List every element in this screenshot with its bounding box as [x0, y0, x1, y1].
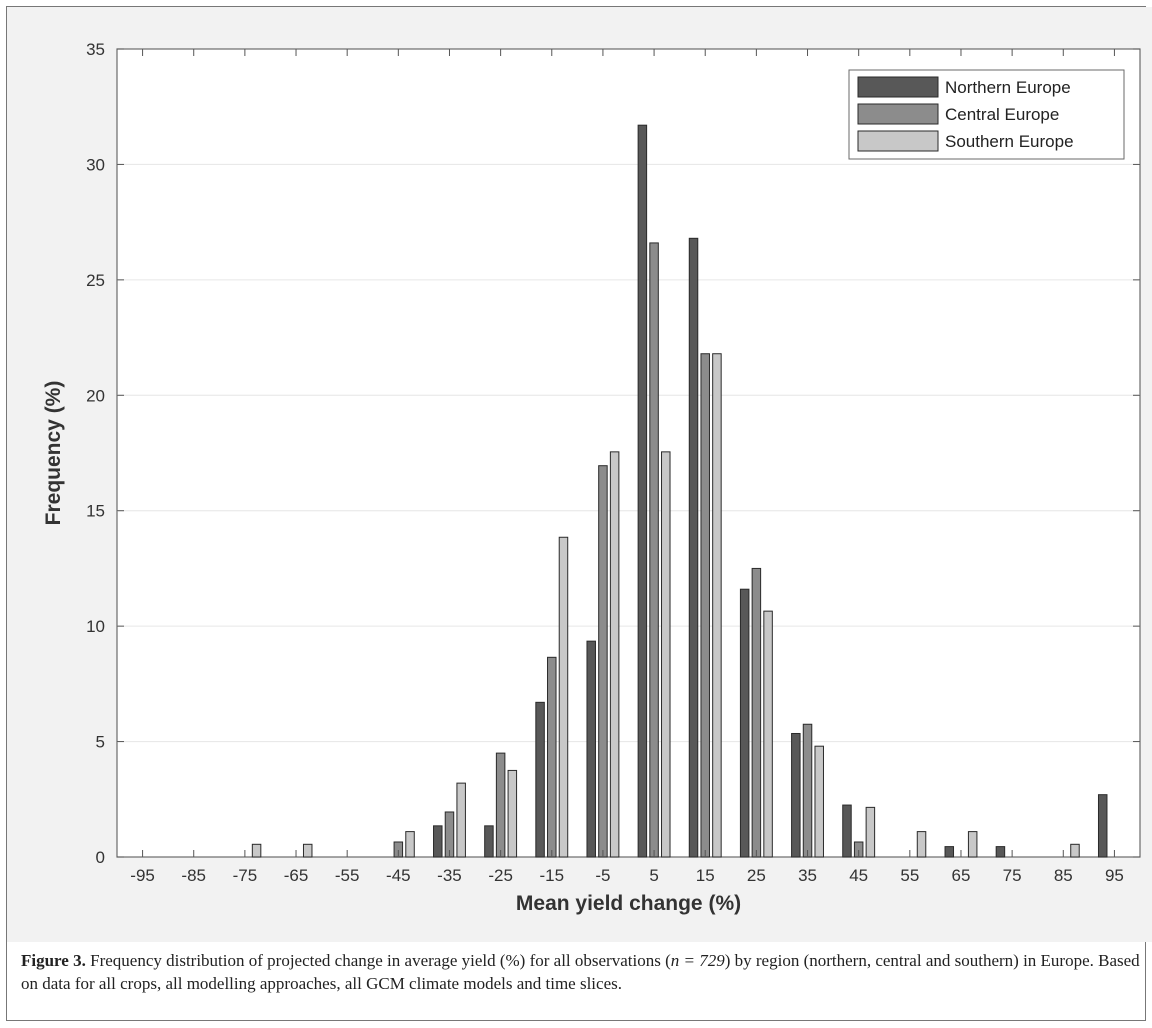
bar-central-europe-25 — [751, 567, 762, 858]
y-tick-label: 10 — [86, 617, 105, 636]
x-tick-label: 55 — [900, 866, 919, 885]
figure-frame: -95 -85 -75 -65 -55 -45 -35 -25 -15 -5 5 15 25 35 45 55… — [6, 6, 1152, 1021]
bar-central-europe--15 — [547, 656, 557, 858]
figure-caption: Figure 3. Frequency distribution of proj… — [21, 949, 1141, 995]
x-tick-label: -85 — [181, 866, 206, 885]
x-tick-label: -95 — [130, 866, 155, 885]
bar-central-europe-35 — [802, 723, 813, 858]
x-tick-label: -45 — [386, 866, 411, 885]
x-tick-label: -55 — [335, 866, 360, 885]
bar-northern-europe-35 — [791, 732, 801, 858]
bar-northern-europe-65 — [944, 846, 955, 858]
bar-southern-europe--65 — [302, 843, 313, 858]
bar-southern-europe--5 — [609, 451, 620, 858]
legend-entry: Southern Europe — [945, 132, 1074, 151]
axes-box — [116, 48, 1141, 858]
legend-entry: Northern Europe — [945, 78, 1071, 97]
y-tick-label: 15 — [86, 502, 105, 521]
y-tick-label: 35 — [86, 40, 105, 59]
caption-text-1: Frequency distribution of projected chan… — [85, 951, 671, 970]
bar-southern-europe-5 — [661, 451, 671, 858]
bar-southern-europe--15 — [558, 536, 569, 858]
x-tick-label: -65 — [284, 866, 309, 885]
y-axis-title: Frequency (%) — [42, 381, 65, 526]
bar-central-europe-5 — [649, 242, 659, 858]
bar-chart: -95 -85 -75 -65 -55 -45 -35 -25 -15 -5 5 15 25 35 45 55… — [42, 40, 1141, 915]
y-tick-label: 25 — [86, 271, 105, 290]
x-tick-label: 25 — [747, 866, 766, 885]
x-tick-label: 65 — [952, 866, 971, 885]
bar-southern-europe-15 — [712, 353, 722, 858]
bar-southern-europe--45 — [405, 831, 415, 858]
axis-ticks — [117, 48, 1140, 858]
bar-southern-europe-25 — [763, 610, 773, 858]
x-tick-label: -5 — [595, 866, 610, 885]
x-tick-label: 45 — [849, 866, 868, 885]
bar-central-europe--5 — [598, 465, 608, 858]
horizontal-gridlines — [117, 163, 1140, 743]
bar-northern-europe-15 — [688, 237, 699, 858]
x-tick-label: -25 — [488, 866, 513, 885]
bar-northern-europe-75 — [995, 846, 1006, 858]
bar-northern-europe-25 — [739, 588, 750, 858]
x-tick-label: 35 — [798, 866, 817, 885]
caption-label: Figure 3. — [21, 951, 86, 970]
bar-northern-europe-5 — [637, 124, 648, 858]
bar-southern-europe-55 — [916, 831, 927, 858]
bar-northern-europe-95 — [1097, 794, 1108, 858]
x-tick-label: -15 — [539, 866, 564, 885]
bar-northern-europe--5 — [586, 640, 596, 858]
x-tick-labels: -95 -85 -75 -65 -55 -45 -35 -25 -15 -5 5 15 25 35 45 55… — [130, 866, 1124, 885]
y-tick-label: 30 — [86, 155, 105, 174]
legend-swatch — [857, 76, 939, 98]
bar-southern-europe--75 — [251, 843, 262, 858]
y-tick-label: 0 — [96, 848, 105, 867]
y-tick-label: 5 — [96, 733, 105, 752]
x-tick-label: 15 — [696, 866, 715, 885]
bar-central-europe-15 — [700, 353, 710, 858]
legend-swatch — [857, 103, 939, 125]
bar-northern-europe--25 — [484, 825, 494, 858]
bar-northern-europe--35 — [433, 825, 443, 858]
x-tick-label: 5 — [649, 866, 658, 885]
bar-northern-europe-45 — [842, 804, 852, 858]
bar-southern-europe-45 — [865, 806, 876, 858]
legend: Northern Europe Central Europe Southern Eu… — [848, 69, 1125, 160]
bar-southern-europe--35 — [456, 782, 466, 858]
x-tick-label: -35 — [437, 866, 462, 885]
bar-southern-europe--25 — [507, 769, 518, 858]
legend-swatch — [857, 130, 939, 152]
bar-central-europe--25 — [495, 752, 506, 858]
bar-southern-europe-35 — [814, 745, 824, 858]
x-axis-title: Mean yield change (%) — [516, 892, 741, 915]
x-tick-label: -75 — [233, 866, 258, 885]
bar-southern-europe-85 — [1070, 843, 1080, 858]
caption-text-2: ) by region (northern, central and south… — [21, 951, 1140, 993]
y-tick-labels: 0 5 10 15 20 25 30 35 — [86, 40, 105, 867]
y-tick-label: 20 — [86, 386, 105, 405]
bar-southern-europe-65 — [967, 831, 978, 858]
legend-entry: Central Europe — [945, 105, 1059, 124]
caption-n: n = 729 — [670, 951, 725, 970]
x-tick-label: 75 — [1003, 866, 1022, 885]
bar-northern-europe--15 — [535, 701, 545, 858]
x-tick-label: 95 — [1105, 866, 1124, 885]
x-tick-label: 85 — [1054, 866, 1073, 885]
